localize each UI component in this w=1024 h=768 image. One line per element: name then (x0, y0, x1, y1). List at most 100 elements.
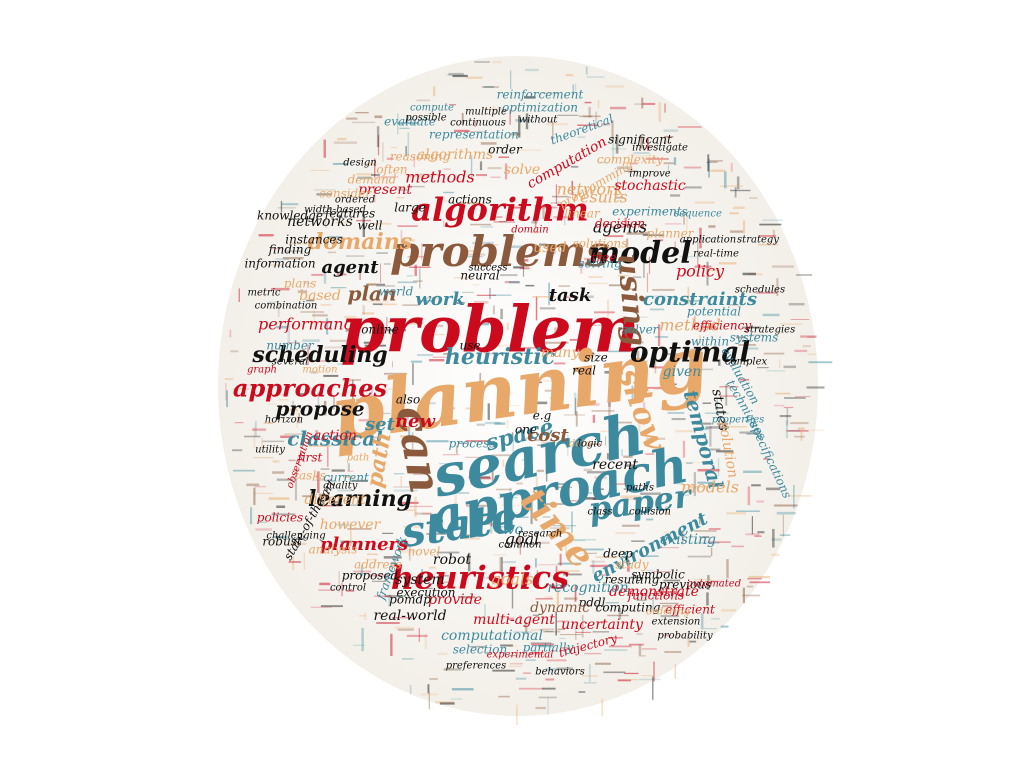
cloud-word: approaches (233, 374, 388, 403)
cloud-word: planners (320, 534, 408, 555)
cloud-word: experiments (612, 205, 687, 219)
cloud-word: demand (348, 173, 397, 187)
cloud-word: symbolic (631, 568, 685, 582)
cloud-word: model (588, 236, 691, 271)
cloud-word: partially (523, 641, 574, 655)
cloud-word: real (572, 364, 596, 378)
cloud-word: different (304, 492, 366, 508)
cloud-word: present (358, 182, 412, 198)
cloud-word: stochastic (614, 178, 686, 194)
cloud-word: investigate (632, 143, 688, 154)
cloud-word: functions (627, 589, 684, 603)
cloud-word: scheduling (251, 342, 387, 368)
cloud-word: real-time (693, 249, 739, 260)
cloud-word: collision (629, 507, 671, 518)
cloud-word: used (533, 240, 566, 256)
cloud-word: computing (596, 601, 661, 615)
cloud-word: constraints (643, 289, 757, 310)
cloud-word: metric (248, 288, 281, 299)
cloud-word: online (361, 323, 398, 337)
cloud-word: e.g (533, 409, 552, 423)
cloud-word: analysis (309, 543, 358, 557)
cloud-word: evaluate (384, 115, 436, 129)
cloud-word: planner (647, 227, 695, 241)
cloud-word: process (449, 437, 496, 451)
cloud-word: problems (390, 227, 610, 276)
cloud-word: policies (257, 511, 303, 525)
cloud-word: multiple (465, 107, 507, 118)
cloud-word: efficiency (693, 319, 752, 333)
cloud-word: action (313, 428, 357, 444)
cloud-word: potential (687, 305, 741, 319)
cloud-word: finding (268, 243, 312, 257)
cloud-word: set (364, 414, 396, 435)
cloud-word: control (330, 583, 366, 594)
cloud-word: classical (287, 427, 383, 451)
cloud-word: ordered (335, 195, 375, 206)
cloud-word: challenging (266, 531, 325, 542)
cloud-word: number (266, 339, 315, 353)
cloud-word: several (272, 357, 309, 368)
cloud-word: complex (725, 357, 768, 368)
cloud-word: common (498, 540, 541, 551)
cloud-word: provide (428, 592, 482, 608)
cloud-word: performance (258, 315, 362, 334)
cloud-word: plans (284, 277, 317, 291)
cloud-word: resulting (605, 573, 660, 587)
cloud-word: paths (626, 483, 654, 494)
cloud-word: systems (730, 331, 779, 345)
cloud-word: previous (659, 578, 711, 592)
cloud-word: reasoning (390, 150, 451, 164)
cloud-word: one (515, 423, 537, 437)
cloud-word: many (541, 345, 581, 361)
cloud-word: optimal (630, 336, 750, 369)
cloud-word: recognition (547, 580, 628, 596)
cloud-word: agent (321, 257, 379, 278)
cloud-word: network (557, 180, 624, 199)
cloud-word: current (323, 471, 369, 485)
cloud-word: motion (302, 365, 337, 376)
cloud-word: consider (319, 187, 372, 201)
cloud-word: order (488, 143, 523, 157)
cloud-word: efficient (665, 603, 715, 617)
cloud-word: schedules (735, 285, 785, 296)
cloud-word: real-world (373, 608, 446, 624)
cloud-word: system (395, 572, 444, 588)
cloud-word: application (680, 235, 736, 246)
cloud-word: preferences (446, 661, 507, 672)
cloud-background (218, 56, 818, 716)
cloud-word: robust (262, 535, 302, 549)
cloud-word: features (324, 207, 375, 221)
cloud-word: tree (592, 251, 617, 265)
cloud-word: models (681, 478, 739, 497)
cloud-word: heuristics (391, 559, 569, 597)
cloud-word: deep (603, 547, 633, 561)
cloud-word: plan (347, 282, 396, 306)
cloud-word: policy (676, 262, 725, 281)
cloud-word: instances (285, 233, 342, 247)
cloud-filler-texture (224, 61, 833, 725)
cloud-word: information (244, 257, 315, 271)
cloud-word: neural (460, 269, 499, 283)
cloud-word: properties (712, 415, 765, 426)
cloud-word: solver (622, 323, 660, 337)
cloud-word: improve (629, 169, 671, 180)
cloud-word: pomdp (389, 593, 431, 607)
cloud-word: without (519, 115, 559, 126)
cloud-word: demonstrate (609, 584, 699, 600)
cloud-word: however (320, 517, 382, 533)
cloud-word: world (379, 285, 414, 299)
cloud-word: cost (527, 425, 569, 446)
cloud-word: goal (505, 530, 540, 549)
cloud-word: knowledge (257, 209, 323, 223)
cloud-word: size (584, 351, 607, 365)
cloud-word: using (610, 252, 653, 348)
cloud-word: success (469, 263, 508, 274)
cloud-word: path (347, 453, 370, 464)
cloud-word: actions (448, 193, 492, 207)
cloud-word: sequence (674, 209, 722, 220)
cloud-word: extension (652, 617, 701, 628)
cloud-word: compute (410, 103, 454, 114)
